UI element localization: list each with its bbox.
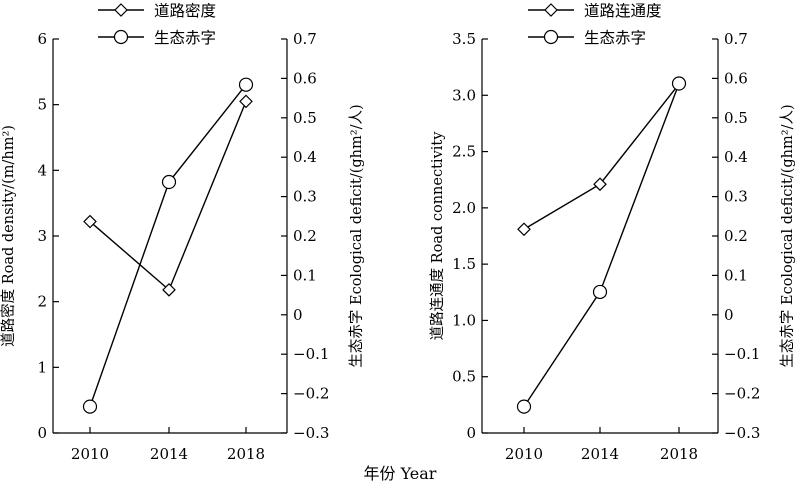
right-tick-label: 0.5 [293,109,317,127]
left-axis-title: 道路连通度 Road connectivity [429,131,446,341]
left-tick-label: 0 [466,424,476,442]
left-tick-label: 2.0 [452,199,476,217]
x-tick-label: 2014 [150,445,188,463]
circle-point [84,400,97,413]
chart-road-connectivity: 0 0.5 1.0 1.5 2.0 2.5 3.0 3.5 −0.3 −0.2 −0.1 0 0.1 0.… [429,2,796,463]
legend-circle-marker [115,31,128,44]
x-tick-label: 2010 [505,445,543,463]
legend-label: 生态赤字 [584,29,646,47]
legend-diamond-marker [115,4,127,16]
left-tick-label: 5 [37,96,47,114]
right-tick-label: 0.3 [293,188,317,206]
right-tick-label: −0.3 [724,424,760,442]
circle-point [518,400,531,413]
right-tick-label: 0.1 [293,266,317,284]
left-tick-label: 2 [37,293,47,311]
diamond-point [518,223,530,235]
right-tick-label: 0.4 [293,148,317,166]
right-tick-label: −0.2 [293,385,329,403]
right-tick-label: 0.3 [724,188,748,206]
right-tick-label: 0.1 [724,266,748,284]
right-tick-label: 0.5 [724,109,748,127]
left-tick-label: 2.5 [452,143,476,161]
legend-label: 道路连通度 [584,2,662,20]
right-tick-label: 0.7 [724,30,748,48]
left-tick-label: 3 [37,227,47,245]
right-tick-label: −0.1 [724,345,760,363]
right-tick-label: −0.2 [724,385,760,403]
legend-diamond-marker [545,4,557,16]
x-tick-label: 2018 [660,445,698,463]
right-tick-label: 0.7 [293,30,317,48]
left-tick-label: 1 [37,358,47,376]
chart-road-density: 0 1 2 3 4 5 6 −0.3 −0.2 −0.1 0 0.1 0.2 0.3 0.4 0.5 0.6 0.… [0,2,365,463]
left-tick-label: 4 [37,161,47,179]
right-tick-label: 0 [724,306,734,324]
left-tick-label: 0.5 [452,368,476,386]
x-axis-title: 年份 Year [364,464,437,483]
circle-point [163,176,176,189]
left-tick-label: 3.5 [452,30,476,48]
legend-label: 道路密度 [154,2,216,20]
right-tick-label: 0.4 [724,148,748,166]
left-axis-title: 道路密度 Road density/(m/hm²) [0,125,17,347]
right-tick-label: 0.2 [724,227,748,245]
right-tick-label: 0 [293,306,303,324]
circle-point [594,285,607,298]
x-tick-label: 2014 [581,445,619,463]
circle-point [240,78,253,91]
right-tick-label: −0.1 [293,345,329,363]
left-tick-label: 0 [37,424,47,442]
right-tick-label: −0.3 [293,424,329,442]
circle-point [673,77,686,90]
right-axis-title: 生态赤字 Ecological deficit/(ghm²/人) [348,104,365,367]
left-tick-label: 1.0 [452,311,476,329]
x-tick-label: 2010 [71,445,109,463]
legend-circle-marker [545,31,558,44]
series-line [90,101,246,289]
left-tick-label: 1.5 [452,255,476,273]
right-tick-label: 0.6 [724,69,748,87]
left-tick-label: 6 [37,30,47,48]
diamond-point [240,95,252,107]
legend-label: 生态赤字 [154,29,216,47]
right-tick-label: 0.2 [293,227,317,245]
right-axis-title: 生态赤字 Ecological deficit/(ghm²/人) [779,104,796,367]
series-line [524,84,679,229]
x-tick-label: 2018 [227,445,265,463]
series-line [524,84,679,407]
right-tick-label: 0.6 [293,69,317,87]
series-line [90,85,246,407]
left-tick-label: 3.0 [452,86,476,104]
